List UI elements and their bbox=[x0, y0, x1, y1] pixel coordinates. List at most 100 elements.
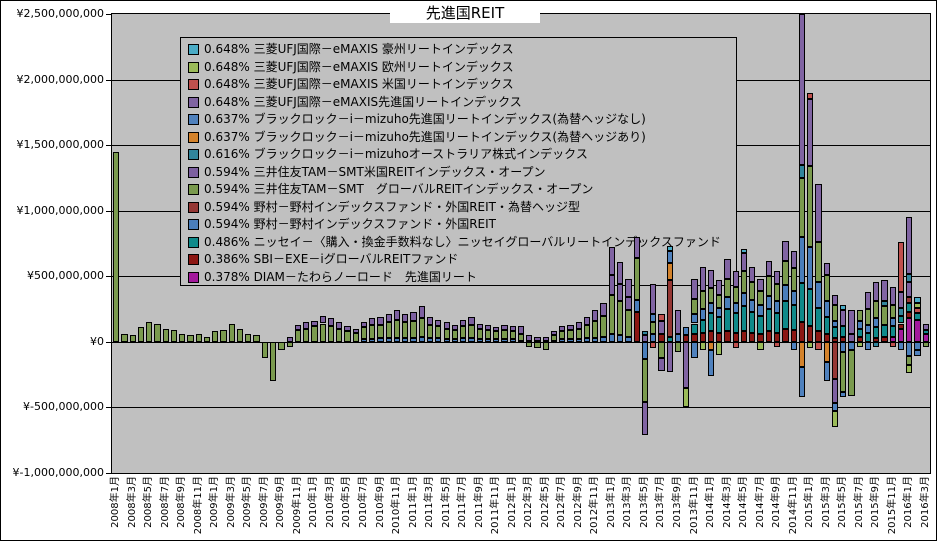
x-axis-label: 2012年3月 bbox=[523, 476, 535, 528]
bar-segment bbox=[740, 271, 748, 294]
bar-segment bbox=[203, 336, 211, 342]
legend-item: 0.386% SBI－EXE－iグローバルREITファンド bbox=[188, 251, 736, 269]
legend-label: 0.648% 三菱UFJ国際－eMAXIS 欧州リートインデックス bbox=[204, 59, 514, 74]
legend-item: 0.648% 三菱UFJ国際－eMAXIS 米国リートインデックス bbox=[188, 76, 736, 94]
bar-segment bbox=[807, 92, 814, 100]
bar-segment bbox=[716, 280, 723, 295]
bar-segment bbox=[757, 333, 764, 342]
y-axis-tick bbox=[106, 341, 111, 343]
bar-segment bbox=[699, 309, 706, 320]
bar-segment bbox=[790, 251, 797, 269]
bar-segment bbox=[261, 341, 268, 358]
bar-segment bbox=[864, 324, 872, 333]
legend-label: 0.594% 野村－野村インデックスファンド・外国REIT bbox=[204, 217, 497, 232]
legend-item: 0.648% 三菱UFJ国際－eMAXIS先進国リートインデックス bbox=[188, 94, 736, 112]
x-axis-label: 2009年7月 bbox=[258, 476, 270, 528]
bar-segment bbox=[922, 333, 929, 342]
legend-swatch-icon bbox=[188, 271, 199, 283]
bar-segment bbox=[749, 281, 756, 300]
bar-segment bbox=[468, 324, 475, 338]
legend-label: 0.594% 三井住友TAM－SMT米国REITインデックス・オープン bbox=[204, 164, 546, 179]
bar-segment bbox=[782, 328, 789, 342]
bar-segment bbox=[517, 326, 525, 334]
bar-segment bbox=[873, 337, 880, 342]
bar-segment bbox=[889, 341, 896, 348]
bar-segment bbox=[212, 331, 219, 342]
bar-segment bbox=[550, 335, 558, 341]
bar-segment bbox=[625, 278, 632, 298]
bar-segment bbox=[889, 286, 896, 306]
y-axis-label: ¥-500,000,000 bbox=[23, 400, 104, 414]
bar-segment bbox=[113, 151, 120, 342]
bar-segment bbox=[625, 310, 632, 337]
bar-segment bbox=[476, 339, 483, 342]
x-axis-label: 2011年9月 bbox=[473, 476, 485, 528]
legend-label: 0.648% 三菱UFJ国際－eMAXIS先進国リートインデックス bbox=[204, 94, 522, 109]
bar-segment bbox=[889, 305, 896, 319]
bar-segment bbox=[856, 310, 863, 321]
x-axis-label: 2010年3月 bbox=[324, 476, 336, 528]
bar-segment bbox=[831, 320, 839, 328]
x-axis-label: 2014年5月 bbox=[738, 476, 750, 528]
bar-segment bbox=[683, 341, 690, 388]
bar-segment bbox=[897, 328, 905, 342]
bar-segment bbox=[831, 305, 839, 321]
bar-segment bbox=[732, 271, 739, 287]
bar-segment bbox=[897, 323, 905, 329]
bar-segment bbox=[650, 284, 657, 315]
bar-segment bbox=[873, 281, 880, 302]
legend-swatch-icon bbox=[188, 201, 199, 213]
bar-segment bbox=[674, 341, 682, 353]
bar-segment bbox=[906, 311, 913, 319]
bar-segment bbox=[666, 336, 673, 342]
bar-segment bbox=[600, 302, 607, 316]
bar-segment bbox=[236, 328, 244, 342]
bar-segment bbox=[757, 341, 764, 350]
bar-segment bbox=[641, 341, 649, 359]
bar-segment bbox=[765, 309, 772, 332]
bar-segment bbox=[625, 297, 632, 311]
bar-segment bbox=[360, 327, 368, 340]
bar-segment bbox=[707, 349, 715, 376]
bar-segment bbox=[732, 286, 739, 303]
bar-segment bbox=[418, 336, 425, 342]
bar-segment bbox=[468, 316, 475, 325]
y-axis-tick bbox=[106, 145, 111, 147]
bar-segment bbox=[608, 333, 615, 342]
bar-segment bbox=[228, 323, 235, 342]
bar-segment bbox=[798, 282, 806, 323]
bar-segment bbox=[840, 305, 847, 311]
bar-segment bbox=[889, 318, 896, 327]
bar-segment bbox=[889, 336, 896, 342]
bar-segment bbox=[542, 341, 549, 350]
bar-segment bbox=[740, 293, 748, 307]
bar-segment bbox=[848, 333, 855, 342]
y-axis-label: ¥1,000,000,000 bbox=[16, 203, 104, 217]
bar-segment bbox=[162, 328, 169, 342]
bar-segment bbox=[542, 336, 549, 341]
y-axis-tick bbox=[106, 407, 111, 409]
x-axis-label: 2010年11月 bbox=[391, 476, 403, 535]
bar-segment bbox=[666, 246, 673, 252]
legend: 0.648% 三菱UFJ国際－eMAXIS 豪州リートインデックス 0.648% … bbox=[180, 37, 737, 286]
bar-segment bbox=[740, 248, 748, 253]
bar-segment bbox=[691, 323, 698, 334]
y-axis-tick bbox=[106, 79, 111, 81]
bar-segment bbox=[840, 341, 847, 353]
bar-segment bbox=[798, 366, 806, 397]
bar-segment bbox=[873, 301, 880, 319]
bar-segment bbox=[790, 341, 797, 350]
legend-swatch-icon bbox=[188, 61, 199, 73]
bar-segment bbox=[509, 326, 516, 332]
x-axis-label: 2015年3月 bbox=[820, 476, 832, 528]
bar-segment bbox=[641, 358, 649, 403]
bar-segment bbox=[856, 341, 863, 348]
bar-segment bbox=[294, 324, 302, 331]
x-axis-label: 2012年7月 bbox=[556, 476, 568, 528]
bar-segment bbox=[807, 99, 814, 167]
bar-segment bbox=[897, 307, 905, 316]
bar-segment bbox=[716, 341, 723, 355]
bar-segment bbox=[881, 324, 888, 337]
x-axis-label: 2013年1月 bbox=[605, 476, 617, 528]
bar-segment bbox=[658, 357, 665, 371]
